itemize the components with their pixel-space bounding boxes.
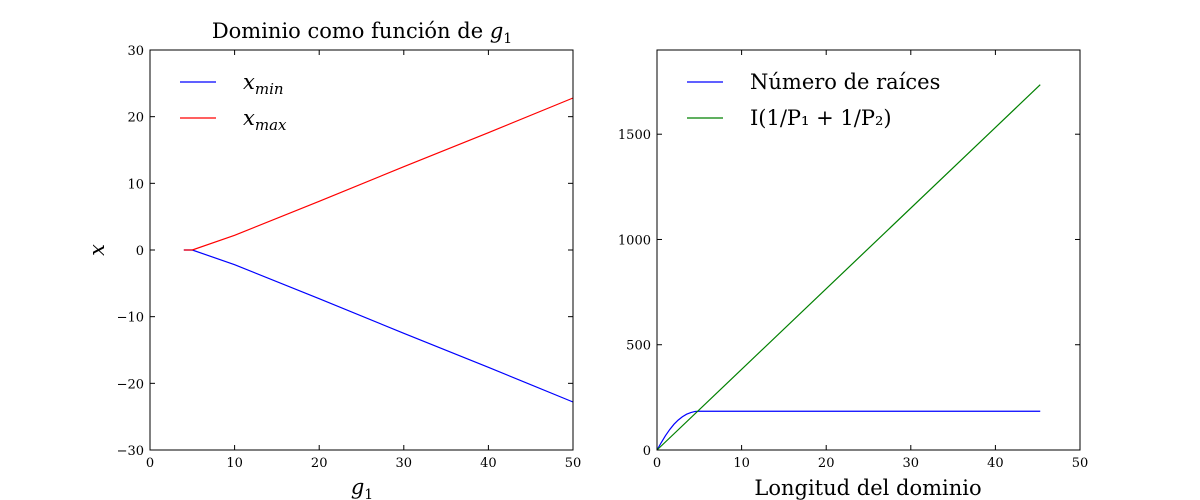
legend-label: xmin [243,70,284,98]
y-tick-label: 500 [626,339,651,354]
y-tick-label: 10 [127,177,144,192]
x-tick-label: 40 [480,456,497,471]
y-tick-label: 1000 [618,233,651,248]
y-tick-label: 0 [643,444,651,459]
x-tick-label: 20 [818,456,835,471]
title-subscript: 1 [503,31,512,47]
legend-label: Número de raíces [750,70,940,94]
x-axis-label: g1 [351,475,373,500]
y-tick-label: 0 [136,244,144,259]
y-tick-label: −20 [117,377,144,392]
title-text: Dominio como función de [212,19,490,43]
x-tick-label: 30 [903,456,920,471]
legend: Número de raíces I(1/P₁ + 1/P₂) [687,70,940,130]
y-tick-label: −10 [117,311,144,326]
y-tick-label: 1500 [618,128,651,143]
x-axis-label: Longitud del dominio [754,476,981,500]
y-axis-label: x [85,244,109,256]
series-line-0 [183,249,574,403]
x-axis-label-subscript: 1 [364,487,373,500]
x-tick-label: 50 [1072,456,1089,471]
series-line-1 [656,84,1041,451]
y-tick-label: −30 [117,444,144,459]
legend: xmin xmax [180,70,287,134]
x-tick-label: 10 [226,456,243,471]
x-tick-label: 50 [565,456,582,471]
y-tick-label: 20 [127,111,144,126]
chart-roots-vs-length: Longitud del dominio 0 10 20 30 40 5005001000… [618,49,1089,500]
series-line-1 [183,97,574,251]
series-line-0 [656,410,1041,451]
x-tick-label: 0 [146,456,154,471]
x-axis-label-variable: g [351,475,364,499]
x-tick-label: 20 [311,456,328,471]
x-tick-label: 40 [987,456,1004,471]
title-variable: g [490,19,503,43]
x-tick-label: 10 [733,456,750,471]
x-tick-label: 0 [653,456,661,471]
chart-domain-vs-g1: Dominio como función de g1 g1 x 0 10 20 30 4… [85,19,581,500]
plot-frame [149,49,574,451]
y-tick-label: 30 [127,44,144,59]
chart-title: Dominio como función de g1 [212,19,512,47]
x-tick-label: 30 [396,456,413,471]
legend-label: xmax [243,106,287,134]
legend-label: I(1/P₁ + 1/P₂) [750,106,892,130]
plot-frame [656,49,1081,451]
